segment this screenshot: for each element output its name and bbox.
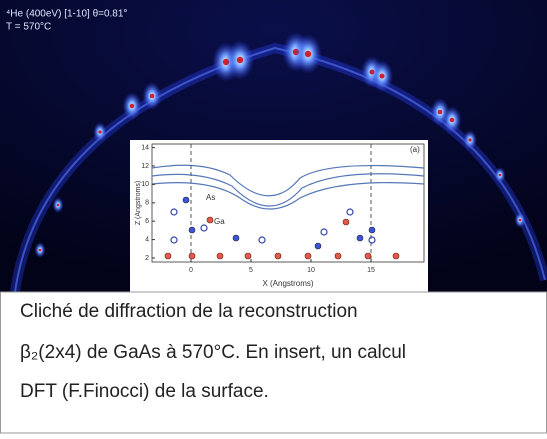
caption-line: β₂(2x4) de GaAs à 570°C. En insert, un c… (20, 342, 406, 363)
atom-deep (165, 253, 171, 259)
spot (150, 94, 154, 98)
spot (39, 249, 42, 252)
spot (519, 219, 522, 222)
atom-ga (315, 243, 321, 249)
spot (379, 73, 384, 78)
page: ⁴He (400eV) [1-10] θ=0.81° T = 570°C (a)… (0, 0, 547, 434)
atom-deep (207, 217, 213, 223)
atom-deep (305, 253, 311, 259)
atom-ga (233, 235, 239, 241)
y-tick-label: 6 (145, 218, 149, 225)
spot (237, 57, 243, 63)
atom-ga (183, 197, 189, 203)
spot (130, 104, 134, 108)
atom-ga (369, 227, 375, 233)
image-label: ⁴He (400eV) [1-10] θ=0.81° (6, 9, 127, 20)
y-tick-label: 14 (141, 144, 149, 151)
y-tick-label: 12 (141, 163, 149, 170)
figure: ⁴He (400eV) [1-10] θ=0.81° T = 570°C (a)… (0, 0, 547, 434)
y-tick-label: 4 (145, 236, 149, 243)
atom-ga (189, 227, 195, 233)
atom-deep (343, 219, 349, 225)
atom-deep (189, 253, 195, 259)
atom-deep (217, 253, 223, 259)
y-tick-label: 8 (145, 200, 149, 207)
spot (450, 118, 454, 122)
caption-line: DFT (F.Finocci) de la surface. (20, 381, 269, 402)
y-tick-label: 2 (145, 255, 149, 262)
spot (438, 110, 442, 114)
caption-line: Cliché de diffraction de la reconstructi… (20, 301, 358, 322)
image-label: T = 570°C (6, 22, 51, 33)
x-tick-label: 5 (249, 267, 253, 274)
spot (468, 138, 471, 141)
spot (98, 130, 101, 133)
atom-deep (335, 253, 341, 259)
atom-deep (245, 253, 251, 259)
y-tick-label: 10 (141, 181, 149, 188)
atom-label: Ga (214, 217, 225, 226)
x-tick-label: 15 (367, 267, 375, 274)
spot (57, 204, 60, 207)
x-tick-label: 0 (189, 267, 193, 274)
atom-label: As (206, 193, 215, 202)
x-tick-label: 10 (307, 267, 315, 274)
x-axis-label: X (Angstroms) (262, 279, 313, 288)
atom-deep (275, 253, 281, 259)
spot (305, 51, 311, 57)
atom-ga (357, 235, 363, 241)
inset-background (130, 140, 428, 292)
atom-deep (365, 253, 371, 259)
spot (499, 174, 502, 177)
atom-deep (393, 253, 399, 259)
panel-label: (a) (410, 145, 420, 154)
